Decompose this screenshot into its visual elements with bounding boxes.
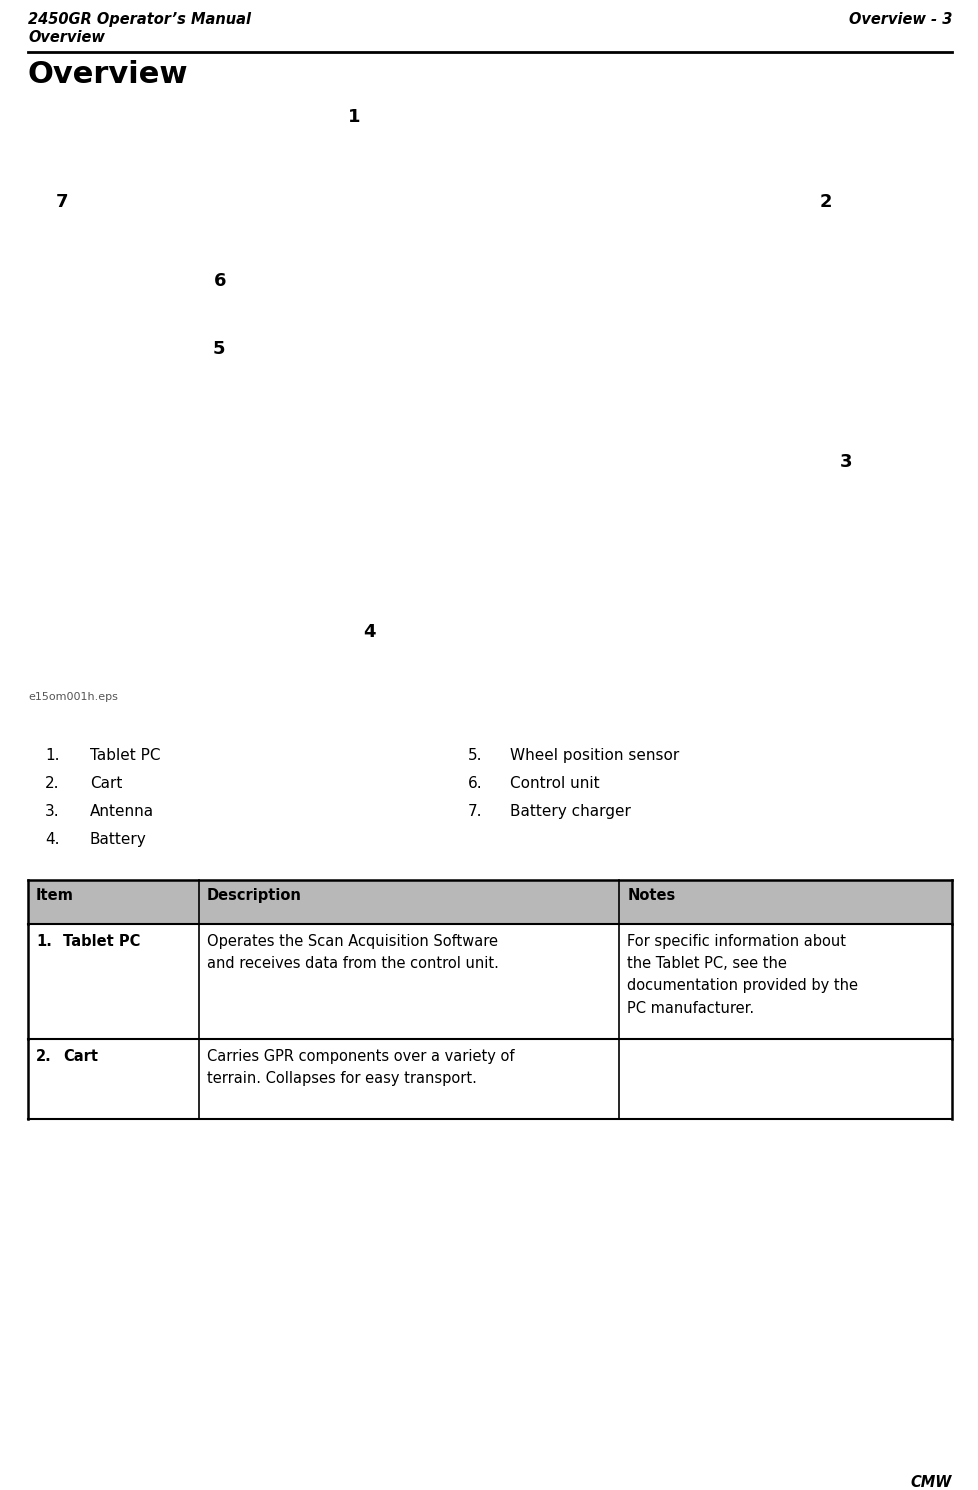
Text: e15om001h.eps: e15om001h.eps bbox=[28, 691, 117, 702]
Text: 2450GR Operator’s Manual: 2450GR Operator’s Manual bbox=[28, 12, 250, 27]
Text: Cart: Cart bbox=[63, 1049, 98, 1064]
Text: 3.: 3. bbox=[45, 805, 60, 820]
Text: Tablet PC: Tablet PC bbox=[63, 934, 140, 949]
Bar bbox=[28, 110, 951, 679]
Text: Description: Description bbox=[206, 888, 301, 903]
Text: Wheel position sensor: Wheel position sensor bbox=[510, 748, 679, 763]
Text: Carries GPR components over a variety of
terrain. Collapses for easy transport.: Carries GPR components over a variety of… bbox=[206, 1049, 513, 1086]
Text: For specific information about
the Tablet PC, see the
documentation provided by : For specific information about the Table… bbox=[627, 934, 858, 1016]
Text: Battery charger: Battery charger bbox=[510, 805, 630, 820]
Text: 7.: 7. bbox=[467, 805, 482, 820]
Text: 6: 6 bbox=[214, 273, 226, 291]
Text: Battery: Battery bbox=[90, 831, 147, 846]
Text: Overview: Overview bbox=[28, 30, 105, 45]
Text: Item: Item bbox=[36, 888, 73, 903]
Text: Notes: Notes bbox=[627, 888, 675, 903]
Text: 2.: 2. bbox=[36, 1049, 52, 1064]
Bar bbox=[28, 1039, 951, 1119]
Text: 4: 4 bbox=[363, 623, 376, 641]
Text: 5: 5 bbox=[213, 340, 225, 358]
Text: 7: 7 bbox=[56, 194, 68, 212]
Bar bbox=[28, 924, 951, 1039]
Text: 1.: 1. bbox=[36, 934, 52, 949]
Text: 3: 3 bbox=[839, 453, 852, 471]
Text: Cart: Cart bbox=[90, 776, 122, 791]
Text: 5.: 5. bbox=[467, 748, 482, 763]
Bar bbox=[28, 881, 951, 924]
Text: 4.: 4. bbox=[45, 831, 60, 846]
Text: Overview: Overview bbox=[28, 60, 189, 89]
Text: Control unit: Control unit bbox=[510, 776, 599, 791]
Text: CMW: CMW bbox=[910, 1475, 951, 1490]
Text: 2: 2 bbox=[820, 194, 831, 212]
Text: Tablet PC: Tablet PC bbox=[90, 748, 160, 763]
Text: 2.: 2. bbox=[45, 776, 60, 791]
Text: Overview - 3: Overview - 3 bbox=[848, 12, 951, 27]
Text: 1.: 1. bbox=[45, 748, 60, 763]
Text: 1: 1 bbox=[347, 107, 360, 127]
Text: Operates the Scan Acquisition Software
and receives data from the control unit.: Operates the Scan Acquisition Software a… bbox=[206, 934, 499, 971]
Text: 6.: 6. bbox=[467, 776, 482, 791]
Text: Antenna: Antenna bbox=[90, 805, 154, 820]
